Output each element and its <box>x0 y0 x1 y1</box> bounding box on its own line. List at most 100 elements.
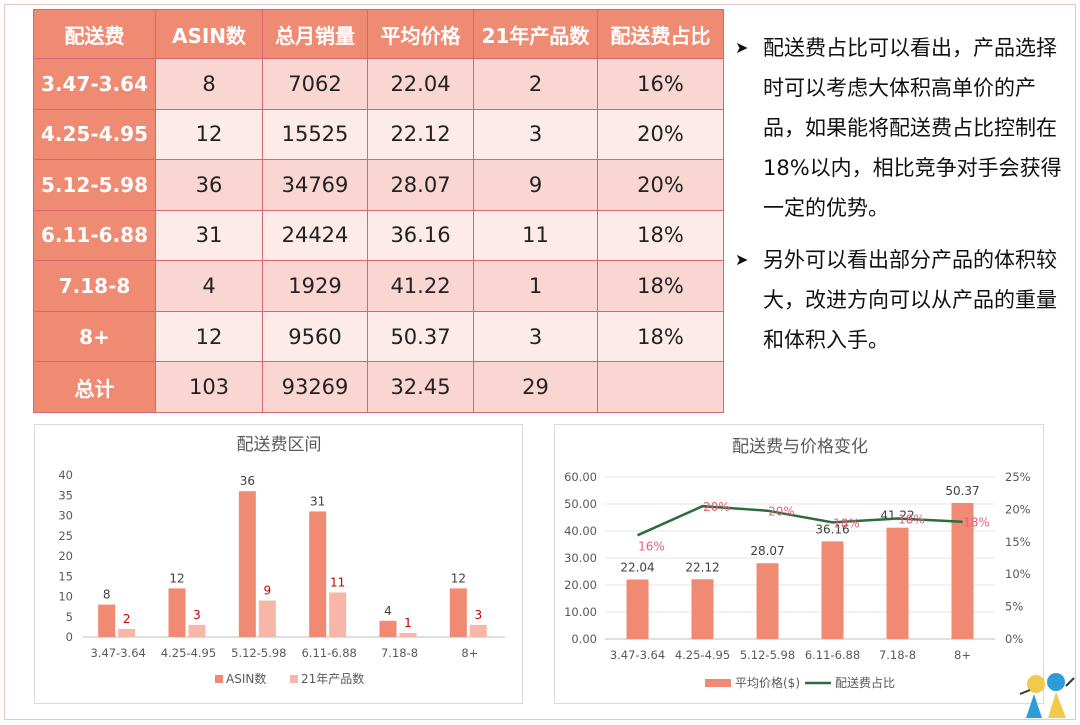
table-row: 8+ 12 9560 50.37 3 18% <box>33 310 724 363</box>
cell-sales: 93269 <box>262 361 368 413</box>
bar-products-2021 <box>329 592 347 637</box>
bar-products-2021 <box>118 628 136 637</box>
y-left-tick-label: 0.00 <box>571 632 597 646</box>
y-right-tick-label: 5% <box>1005 600 1023 614</box>
header-asin-count: ASIN数 <box>155 9 263 59</box>
y-tick-label: 10 <box>58 590 73 604</box>
cell-products: 9 <box>473 159 598 211</box>
row-label: 3.47-3.64 <box>33 58 156 110</box>
row-label: 7.18-8 <box>33 260 156 312</box>
cell-sales: 24424 <box>262 209 368 262</box>
shipping-range-chart: 配送费区间 0 5 10 15 20 25 30 35 40 3.47-3.64 82 4.25-4.9… <box>58 435 505 686</box>
x-tick-label: 4.25-4.95 <box>161 646 216 660</box>
data-label: 4 <box>384 604 392 618</box>
arrow-bullet-icon: ➤ <box>735 38 749 57</box>
cell-products: 2 <box>473 58 598 110</box>
shipping-fee-table: 配送费 ASIN数 总月销量 平均价格 21年产品数 配送费占比 3.47-3.… <box>33 9 724 413</box>
legend-label: ASIN数 <box>226 671 266 686</box>
cell-products: 3 <box>473 108 598 161</box>
cell-ratio: 18% <box>597 260 724 312</box>
data-label: 50.37 <box>945 484 979 498</box>
y-right-tick-label: 25% <box>1005 470 1031 484</box>
mascot-arms <box>1019 677 1075 695</box>
x-tick-label: 4.25-4.95 <box>675 648 730 662</box>
mascot-body-right <box>1048 692 1066 718</box>
cell-products: 11 <box>473 209 598 262</box>
cell-asin: 103 <box>155 361 263 413</box>
header-2021-products: 21年产品数 <box>473 9 598 59</box>
cell-asin: 4 <box>155 260 263 312</box>
bar-products-2021 <box>469 624 487 637</box>
mascot-head-right <box>1047 673 1065 691</box>
chart-title: 配送费区间 <box>237 435 322 455</box>
line-fee-ratio <box>636 504 963 537</box>
line-data-label: 20% <box>703 500 730 514</box>
bar-products-2021 <box>399 632 417 637</box>
table-row: 6.11-6.88 31 24424 36.16 11 18% <box>33 209 724 262</box>
cell-asin: 12 <box>155 310 263 363</box>
x-tick-label: 7.18-8 <box>381 646 418 660</box>
table-row: 7.18-8 4 1929 41.22 1 18% <box>33 260 724 312</box>
bar-asin <box>309 511 327 637</box>
y-tick-label: 35 <box>58 488 73 502</box>
y-tick-label: 40 <box>58 468 73 482</box>
bar-products-2021 <box>258 600 276 637</box>
y-right-tick-label: 15% <box>1005 535 1031 549</box>
bar-products-2021 <box>188 624 206 637</box>
bar-avg-price <box>626 579 649 639</box>
y-tick-label: 20 <box>58 549 73 563</box>
chart-panel-right: 配送费与价格变化 0.00 10.00 20.00 30.00 40.00 50.00 60.… <box>554 424 1044 704</box>
y-tick-label: 15 <box>58 569 73 583</box>
row-label: 5.12-5.98 <box>33 159 156 211</box>
bar-asin <box>238 491 256 637</box>
fee-price-chart: 配送费与价格变化 0.00 10.00 20.00 30.00 40.00 50.00 60.… <box>564 437 1031 690</box>
y-tick-label: 30 <box>58 509 73 523</box>
cell-asin: 31 <box>155 209 263 262</box>
table-row: 3.47-3.64 8 7062 22.04 2 16% <box>33 58 724 110</box>
row-label: 8+ <box>33 310 156 363</box>
y-left-tick-label: 50.00 <box>564 497 597 511</box>
bar-avg-price <box>691 579 714 639</box>
data-label: 36 <box>240 474 255 488</box>
cell-sales: 7062 <box>262 58 368 110</box>
header-monthly-sales: 总月销量 <box>262 9 368 59</box>
line-data-label: 18% <box>898 512 925 526</box>
mascot-illustration <box>1019 673 1075 718</box>
x-tick-label: 7.18-8 <box>879 648 916 662</box>
data-label: 9 <box>264 584 272 598</box>
header-shipping-fee: 配送费 <box>33 9 156 59</box>
line-data-label: 16% <box>638 539 665 553</box>
mascot-body-left <box>1026 694 1042 718</box>
y-left-tick-label: 40.00 <box>564 524 597 538</box>
cell-ratio: 20% <box>597 159 724 211</box>
y-left-tick-label: 30.00 <box>564 551 597 565</box>
data-label: 3 <box>475 608 483 622</box>
x-tick-label: 6.11-6.88 <box>805 648 860 662</box>
note-text: 另外可以看出部分产品的体积较大，改进方向可以从产品的重量和体积入手。 <box>763 248 1057 352</box>
y-left-tick-label: 20.00 <box>564 578 597 592</box>
data-label: 1 <box>404 616 412 630</box>
legend-swatch <box>290 675 298 683</box>
legend-label: 配送费占比 <box>835 675 895 690</box>
slide-frame <box>4 4 1076 720</box>
note-item: ➤ 另外可以看出部分产品的体积较大，改进方向可以从产品的重量和体积入手。 <box>735 240 1065 360</box>
row-label: 6.11-6.88 <box>33 209 156 262</box>
table-total-row: 总计 103 93269 32.45 29 <box>33 361 724 413</box>
cell-sales: 34769 <box>262 159 368 211</box>
bar-asin <box>449 588 467 637</box>
table-header-row: 配送费 ASIN数 总月销量 平均价格 21年产品数 配送费占比 <box>33 9 724 59</box>
data-label: 12 <box>451 571 466 585</box>
y-left-tick-label: 60.00 <box>564 470 597 484</box>
note-item: ➤ 配送费占比可以看出，产品选择时可以考虑大体积高单价的产品，如果能将配送费占比… <box>735 28 1065 228</box>
cell-price: 32.45 <box>367 361 474 413</box>
mascot-head-left <box>1027 675 1045 693</box>
cell-price: 50.37 <box>367 310 474 363</box>
data-label: 11 <box>330 575 345 589</box>
cell-price: 36.16 <box>367 209 474 262</box>
cell-ratio: 18% <box>597 310 724 363</box>
y-right-tick-label: 20% <box>1005 502 1031 516</box>
bar-avg-price <box>886 527 909 639</box>
x-tick-label: 3.47-3.64 <box>610 648 665 662</box>
header-avg-price: 平均价格 <box>367 9 474 59</box>
cell-ratio <box>597 361 724 413</box>
